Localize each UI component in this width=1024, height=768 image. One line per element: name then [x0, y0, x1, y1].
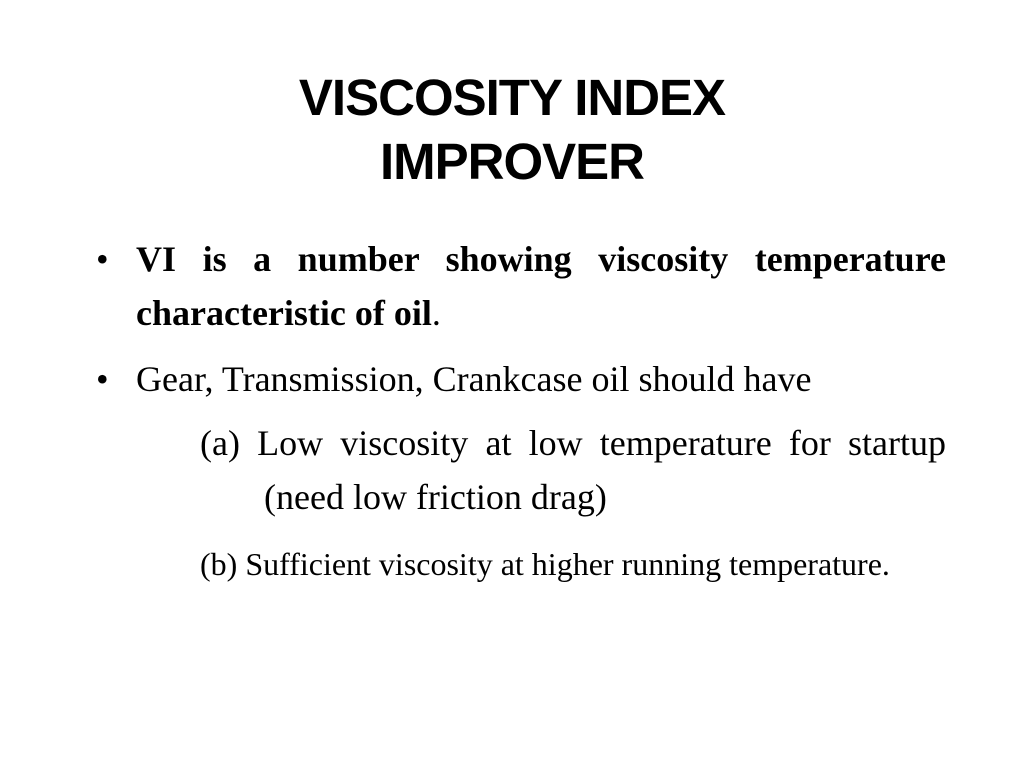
bullet-marker: •	[96, 359, 109, 399]
subitem-low-viscosity: (a) Low viscosity at low temperature for…	[200, 423, 946, 517]
bullet-oil-requirements: • Gear, Transmission, Crankcase oil shou…	[96, 352, 946, 406]
bullet-vi-definition: • VI is a number showing viscosity tempe…	[96, 232, 946, 340]
bullet-text: Gear, Transmission, Crankcase oil should…	[136, 359, 812, 399]
slide-body: • VI is a number showing viscosity tempe…	[96, 232, 946, 588]
bullet-marker: •	[96, 239, 109, 279]
title-line-2: IMPROVER	[379, 133, 645, 190]
bullet-tail: .	[431, 293, 441, 333]
bullet-bold-text: VI is a number showing viscosity tempera…	[136, 239, 946, 333]
title-line-1: VISCOSITY INDEX	[298, 69, 726, 126]
slide-title: VISCOSITY INDEX IMPROVER	[0, 66, 1024, 194]
subitem-sufficient-viscosity: (b) Sufficient viscosity at higher runni…	[200, 546, 890, 582]
